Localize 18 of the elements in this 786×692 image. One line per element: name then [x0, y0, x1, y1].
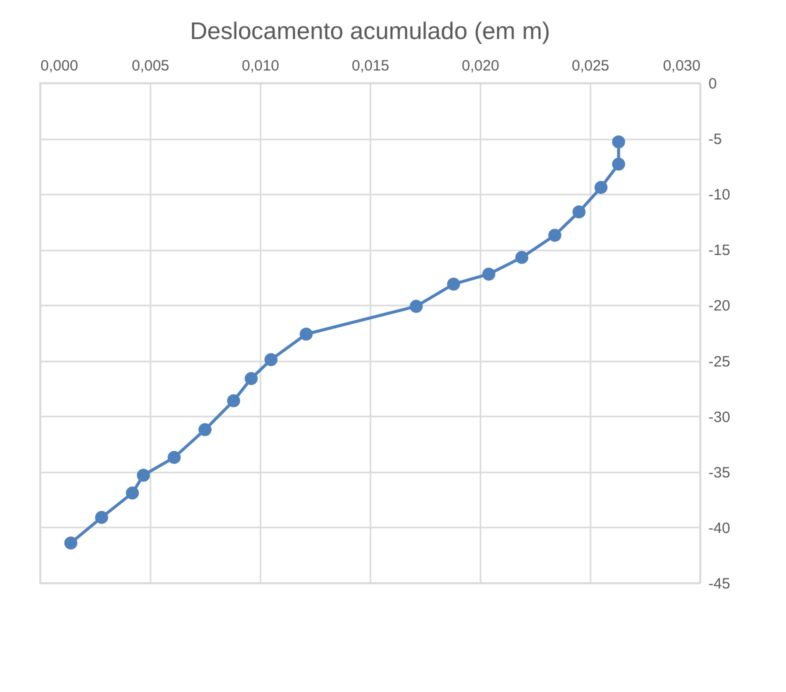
x-tick-label: 0,005: [132, 58, 170, 74]
y-tick-label: -5: [708, 131, 722, 148]
y-tick-label: -20: [708, 298, 730, 315]
y-tick-label: -15: [708, 242, 730, 260]
x-tick-label: 0,000: [40, 58, 78, 74]
y-tick-label: -30: [708, 408, 730, 426]
x-tick-label: 0,015: [352, 58, 390, 74]
x-tick-label: 0,010: [242, 58, 280, 74]
y-tick-label: -40: [708, 520, 730, 537]
y-tick-label: -45: [708, 576, 730, 592]
x-tick-label: 0,025: [572, 58, 610, 74]
x-tick-label: 0,030: [662, 58, 700, 74]
y-tick-label: -25: [708, 353, 730, 370]
y-tick-label: 0: [708, 76, 717, 92]
x-tick-label: 0,020: [462, 58, 500, 74]
chart-title: Deslocamento acumulado (em m): [190, 18, 550, 45]
y-tick-label: -10: [708, 186, 730, 204]
y-tick-label: -35: [708, 464, 730, 482]
